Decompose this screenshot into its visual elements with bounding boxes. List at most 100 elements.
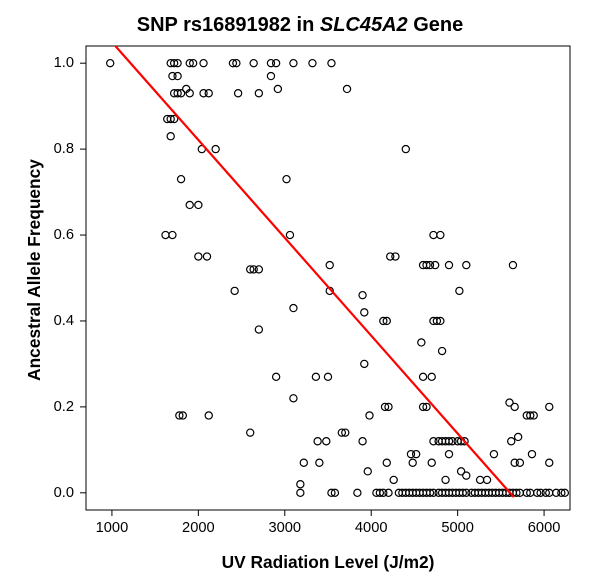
data-point <box>250 60 257 67</box>
data-point <box>174 72 181 79</box>
data-point <box>273 373 280 380</box>
data-point <box>212 146 219 153</box>
data-point <box>546 403 553 410</box>
data-point <box>385 489 392 496</box>
data-point <box>490 451 497 458</box>
data-point <box>300 459 307 466</box>
data-point <box>195 201 202 208</box>
data-point <box>328 60 335 67</box>
data-point <box>477 476 484 483</box>
data-point <box>508 438 515 445</box>
data-point <box>290 60 297 67</box>
data-point <box>463 262 470 269</box>
data-point <box>297 489 304 496</box>
data-point <box>283 176 290 183</box>
data-point <box>205 412 212 419</box>
data-point <box>169 231 176 238</box>
data-point <box>316 459 323 466</box>
data-point <box>255 90 262 97</box>
data-point <box>390 476 397 483</box>
data-point <box>392 253 399 260</box>
title-pre: SNP rs16891982 in <box>137 14 320 36</box>
data-point <box>203 253 210 260</box>
data-point <box>361 360 368 367</box>
data-point <box>255 266 262 273</box>
data-point <box>413 451 420 458</box>
data-point <box>235 90 242 97</box>
data-point <box>162 231 169 238</box>
y-tick-label: 0.4 <box>54 313 74 329</box>
data-point <box>314 438 321 445</box>
data-point <box>177 176 184 183</box>
data-point <box>255 326 262 333</box>
data-point <box>437 231 444 238</box>
data-point <box>383 459 390 466</box>
x-tick-label: 3000 <box>268 520 301 536</box>
y-tick-label: 0.0 <box>54 485 74 501</box>
data-point <box>290 395 297 402</box>
data-point <box>445 262 452 269</box>
data-point <box>200 60 207 67</box>
plot-border <box>86 46 570 510</box>
data-point <box>438 347 445 354</box>
data-point <box>326 262 333 269</box>
x-tick-label: 4000 <box>355 520 388 536</box>
data-point <box>428 373 435 380</box>
data-point <box>483 476 490 483</box>
data-point <box>515 433 522 440</box>
y-tick-label: 0.2 <box>54 399 74 415</box>
x-tick-label: 1000 <box>96 520 129 536</box>
x-tick-label: 6000 <box>528 520 561 536</box>
data-point <box>309 60 316 67</box>
data-point <box>324 373 331 380</box>
data-point <box>107 60 114 67</box>
data-point <box>516 459 523 466</box>
y-tick-label: 0.8 <box>54 141 74 157</box>
data-point <box>205 90 212 97</box>
data-point <box>343 85 350 92</box>
data-point <box>359 292 366 299</box>
data-point <box>186 201 193 208</box>
x-tick-label: 5000 <box>441 520 474 536</box>
data-point <box>364 468 371 475</box>
data-point <box>354 489 361 496</box>
data-point <box>273 60 280 67</box>
data-point <box>290 304 297 311</box>
data-point <box>511 403 518 410</box>
data-point <box>463 472 470 479</box>
data-point <box>167 133 174 140</box>
data-point <box>528 451 535 458</box>
data-point <box>267 72 274 79</box>
data-point <box>402 146 409 153</box>
data-point <box>361 309 368 316</box>
chart-title: SNP rs16891982 in SLC45A2 Gene <box>0 14 600 37</box>
data-point <box>509 262 516 269</box>
data-point <box>195 253 202 260</box>
data-point <box>418 339 425 346</box>
data-point <box>428 459 435 466</box>
data-point <box>442 476 449 483</box>
y-tick-label: 1.0 <box>54 55 74 71</box>
plot-svg: 1000200030004000500060000.00.20.40.60.81… <box>0 0 600 583</box>
data-point <box>546 459 553 466</box>
data-point <box>366 412 373 419</box>
data-point <box>297 481 304 488</box>
data-point <box>430 231 437 238</box>
data-point <box>419 373 426 380</box>
data-point <box>286 231 293 238</box>
data-point <box>456 287 463 294</box>
x-axis-label: UV Radiation Level (J/m2) <box>86 552 570 573</box>
data-point <box>312 373 319 380</box>
y-axis-label: Ancestral Allele Frequency <box>24 60 45 480</box>
title-italic: SLC45A2 <box>320 14 408 36</box>
data-point <box>323 438 330 445</box>
data-point <box>359 438 366 445</box>
data-point <box>409 459 416 466</box>
data-point <box>445 451 452 458</box>
chart-container: SNP rs16891982 in SLC45A2 Gene UV Radiat… <box>0 0 600 583</box>
data-point <box>231 287 238 294</box>
data-point <box>274 85 281 92</box>
y-tick-label: 0.6 <box>54 227 74 243</box>
data-point <box>432 262 439 269</box>
data-point <box>247 429 254 436</box>
